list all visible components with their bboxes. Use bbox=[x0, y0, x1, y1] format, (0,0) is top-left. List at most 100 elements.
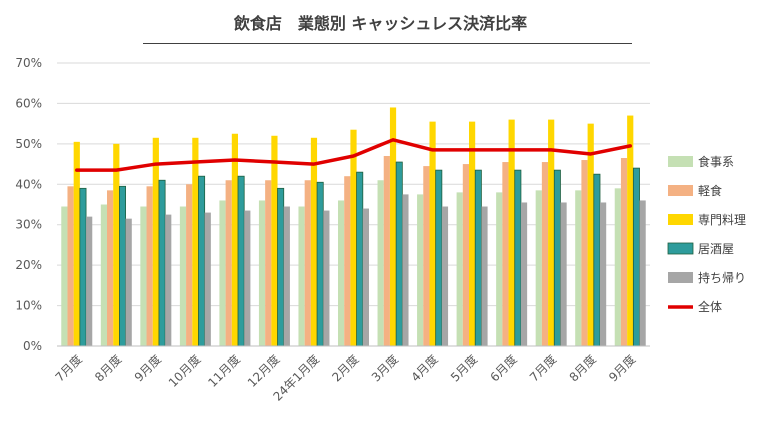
bar bbox=[520, 202, 528, 346]
bar bbox=[86, 216, 93, 346]
bar bbox=[304, 180, 311, 346]
legend-label: 居酒屋 bbox=[698, 242, 734, 256]
bar bbox=[377, 180, 384, 346]
x-tick-label: 9月度 bbox=[131, 352, 164, 385]
legend-swatch bbox=[668, 272, 693, 283]
bar bbox=[395, 161, 403, 347]
bars bbox=[61, 107, 646, 347]
x-tick-label: 9月度 bbox=[605, 352, 638, 385]
x-tick-label: 12月度 bbox=[244, 352, 282, 390]
title-underline bbox=[143, 43, 632, 44]
bar bbox=[67, 186, 74, 346]
bar bbox=[614, 188, 621, 346]
bar bbox=[73, 141, 80, 346]
bar bbox=[198, 175, 206, 347]
x-tick-label: 7月度 bbox=[52, 352, 85, 385]
bar bbox=[258, 200, 266, 346]
bar bbox=[100, 204, 107, 346]
bar bbox=[179, 206, 187, 346]
bar bbox=[316, 181, 324, 347]
bar bbox=[79, 187, 87, 347]
bar bbox=[560, 202, 567, 346]
bar bbox=[125, 218, 132, 346]
bar bbox=[548, 119, 555, 346]
bar bbox=[219, 200, 226, 346]
bar bbox=[474, 169, 482, 347]
y-tick-label: 20% bbox=[15, 258, 42, 272]
bar bbox=[61, 206, 68, 346]
y-tick-label: 40% bbox=[15, 177, 42, 191]
bar bbox=[402, 194, 409, 346]
bar bbox=[244, 210, 251, 346]
bar bbox=[389, 107, 397, 346]
bar bbox=[581, 160, 588, 346]
x-tick-label: 11月度 bbox=[205, 352, 243, 390]
legend-swatch bbox=[668, 156, 693, 167]
y-tick-label: 50% bbox=[15, 137, 42, 151]
total-line bbox=[75, 138, 632, 172]
series-line bbox=[75, 138, 632, 172]
bar bbox=[514, 169, 522, 347]
y-tick-label: 30% bbox=[15, 218, 42, 232]
bar bbox=[140, 206, 147, 346]
bar bbox=[158, 179, 166, 347]
x-tick-label: 10月度 bbox=[165, 352, 203, 390]
bar bbox=[469, 121, 476, 346]
bar bbox=[265, 180, 272, 346]
bar bbox=[298, 206, 305, 346]
legend-label: 食事系 bbox=[698, 154, 734, 169]
bar bbox=[593, 173, 601, 347]
legend-label: 専門料理 bbox=[698, 213, 746, 227]
bar bbox=[535, 190, 542, 346]
bar bbox=[107, 190, 114, 346]
legend-label: 全体 bbox=[698, 299, 722, 314]
y-tick-label: 0% bbox=[23, 339, 42, 353]
bar bbox=[441, 206, 449, 346]
chart-title: 飲食店 業態別 キャッシュレス決済比率 bbox=[233, 14, 528, 33]
bar bbox=[383, 155, 390, 346]
bar bbox=[632, 167, 640, 347]
bar bbox=[338, 200, 345, 346]
x-tick-label: 2月度 bbox=[329, 352, 362, 385]
bar bbox=[553, 169, 561, 347]
bar bbox=[481, 206, 488, 346]
bar bbox=[508, 119, 515, 346]
bar bbox=[356, 171, 364, 347]
legend-swatch bbox=[667, 242, 694, 255]
bar bbox=[417, 194, 424, 346]
bar bbox=[271, 135, 278, 346]
bar bbox=[496, 192, 503, 346]
legend-swatch bbox=[668, 214, 693, 225]
x-tick-label: 3月度 bbox=[368, 352, 401, 385]
x-tick-label: 7月度 bbox=[526, 352, 559, 385]
bar bbox=[639, 200, 646, 346]
bar bbox=[423, 166, 430, 346]
x-tick-label: 4月度 bbox=[408, 352, 441, 385]
bar bbox=[587, 123, 594, 347]
bar bbox=[146, 186, 153, 346]
bar bbox=[277, 187, 285, 347]
bar bbox=[575, 190, 582, 346]
y-tick-label: 60% bbox=[15, 96, 42, 110]
bar bbox=[323, 210, 330, 346]
bar bbox=[225, 180, 232, 346]
y-tick-label: 70% bbox=[15, 56, 42, 70]
bar bbox=[152, 137, 159, 346]
bar bbox=[192, 137, 199, 346]
bar bbox=[429, 121, 436, 346]
bar bbox=[113, 143, 120, 346]
x-tick-label: 5月度 bbox=[447, 352, 480, 385]
bar bbox=[435, 169, 443, 347]
bar bbox=[283, 206, 290, 346]
bar bbox=[344, 176, 351, 346]
bar bbox=[620, 158, 628, 346]
bar bbox=[627, 115, 634, 346]
bar bbox=[186, 184, 193, 346]
y-tick-label: 10% bbox=[15, 299, 42, 313]
legend-swatch bbox=[668, 185, 693, 196]
bar bbox=[350, 129, 357, 346]
bar bbox=[119, 185, 127, 347]
bar bbox=[231, 133, 238, 346]
